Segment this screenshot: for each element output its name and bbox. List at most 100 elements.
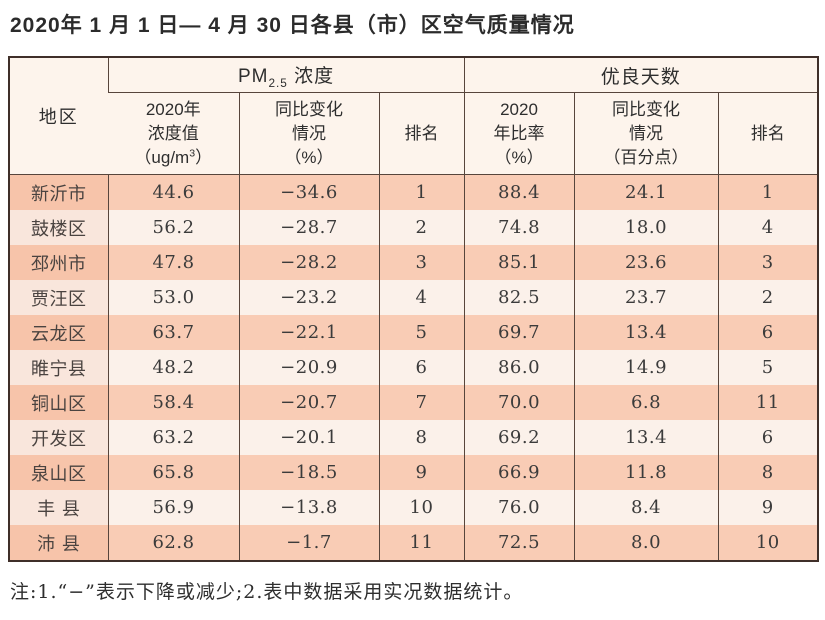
sub-header-row: 2020年 浓度值 （ug/m3） 同比变化 情况 （%） 排名 2020 年比… — [9, 92, 819, 176]
pm-change-cell: −23.2 — [238, 280, 379, 316]
good-rate-cell: 69.7 — [463, 315, 575, 351]
good-change-cell: 23.7 — [573, 280, 719, 316]
pm-value-cell: 65.8 — [107, 455, 239, 491]
col-header-pm-value: 2020年 浓度值 （ug/m3） — [108, 92, 239, 176]
region-cell: 贾汪区 — [9, 280, 108, 316]
table-row: 铜山区 58.4 −20.7 7 70.0 6.8 11 — [9, 385, 819, 421]
pm-change-cell: −22.1 — [238, 315, 379, 351]
good-change-cell: 13.4 — [573, 420, 719, 456]
region-cell: 泉山区 — [9, 455, 108, 491]
good-rate-cell: 70.0 — [463, 385, 575, 421]
good-change-cell: 8.0 — [573, 525, 719, 562]
pm-value-unit-post: ） — [195, 147, 213, 167]
table-header: 地区 PM2.5 浓度 优良天数 2020年 浓度值 （ug/m3） 同比变化 … — [9, 57, 819, 176]
footnote: 注:1.“−”表示下降或减少;2.表中数据采用实况数据统计。 — [10, 581, 524, 604]
region-cell: 睢宁县 — [9, 350, 108, 386]
good-rate-cell: 69.2 — [463, 420, 575, 456]
pm-value-unit-superscript: 3 — [189, 147, 196, 160]
pm-change-header-unit: （%） — [284, 147, 334, 167]
table-row: 邳州市 47.8 −28.2 3 85.1 23.6 3 — [9, 245, 819, 281]
good-change-header-unit: （百分点） — [603, 147, 689, 167]
pm-rank-cell: 3 — [378, 245, 465, 281]
region-cell: 新沂市 — [9, 174, 108, 211]
col-group-good-days: 优良天数 — [463, 57, 819, 94]
good-change-cell: 6.8 — [573, 385, 719, 421]
col-header-region: 地区 — [9, 57, 108, 176]
pm-change-cell: −13.8 — [238, 490, 379, 526]
col-header-good-rank: 排名 — [717, 92, 819, 176]
pm-value-cell: 58.4 — [107, 385, 239, 421]
good-rate-cell: 85.1 — [463, 245, 575, 281]
table-row: 贾汪区 53.0 −23.2 4 82.5 23.7 2 — [9, 280, 819, 316]
pm-change-cell: −28.2 — [238, 245, 379, 281]
good-rank-cell: 6 — [717, 315, 819, 351]
region-cell: 云龙区 — [9, 315, 108, 351]
good-rank-cell: 9 — [717, 490, 819, 526]
pm-change-cell: −28.7 — [238, 210, 379, 246]
good-rank-cell: 2 — [717, 280, 819, 316]
good-rank-cell: 11 — [717, 385, 819, 421]
pm-value-cell: 53.0 — [107, 280, 239, 316]
table-row: 丰 县 56.9 −13.8 10 76.0 8.4 9 — [9, 490, 819, 526]
good-rate-cell: 82.5 — [463, 280, 575, 316]
pm-rank-cell: 9 — [378, 455, 465, 491]
table-row: 云龙区 63.7 −22.1 5 69.7 13.4 6 — [9, 315, 819, 351]
good-rate-header-unit: （%） — [494, 147, 544, 167]
pm-change-cell: −34.6 — [238, 174, 379, 211]
pm-change-cell: −1.7 — [238, 525, 379, 562]
pm-rank-cell: 5 — [378, 315, 465, 351]
pm-value-header-unit: （ug/m3） — [108, 146, 239, 170]
good-change-cell: 13.4 — [573, 315, 719, 351]
pm-rank-cell: 10 — [378, 490, 465, 526]
table-row: 开发区 63.2 −20.1 8 69.2 13.4 6 — [9, 420, 819, 456]
pm-value-header-line2: 浓度值 — [147, 123, 199, 143]
pm-value-cell: 63.7 — [107, 315, 239, 351]
pm-rank-cell: 7 — [378, 385, 465, 421]
good-rate-header-line1: 2020 — [500, 100, 538, 120]
region-cell: 铜山区 — [9, 385, 108, 421]
region-cell: 邳州市 — [9, 245, 108, 281]
good-rate-cell: 74.8 — [463, 210, 575, 246]
good-rank-cell: 8 — [717, 455, 819, 491]
good-change-header-line2: 情况 — [629, 123, 664, 143]
col-header-good-rate: 2020 年比率 （%） — [463, 92, 575, 176]
pm-value-cell: 44.6 — [107, 174, 239, 211]
region-cell: 开发区 — [9, 420, 108, 456]
col-header-pm-change: 同比变化 情况 （%） — [238, 92, 379, 176]
table-row: 鼓楼区 56.2 −28.7 2 74.8 18.0 4 — [9, 210, 819, 246]
col-group-pm25: PM2.5 浓度 — [107, 57, 465, 94]
pm-change-cell: −20.1 — [238, 420, 379, 456]
table-row: 泉山区 65.8 −18.5 9 66.9 11.8 8 — [9, 455, 819, 491]
air-quality-table: 地区 PM2.5 浓度 优良天数 2020年 浓度值 （ug/m3） 同比变化 … — [8, 56, 820, 563]
pm25-label-post: 浓度 — [287, 65, 335, 87]
pm-value-cell: 48.2 — [107, 350, 239, 386]
group-header-row: 地区 PM2.5 浓度 优良天数 — [9, 57, 819, 176]
table-body: 新沂市 44.6 −34.6 1 88.4 24.1 1 鼓楼区 56.2 −28.7 2 74.8 1… — [9, 174, 819, 562]
pm25-label-pre: PM — [237, 65, 269, 87]
region-cell: 丰 县 — [9, 490, 108, 526]
pm-rank-cell: 6 — [378, 350, 465, 386]
col-header-good-change: 同比变化 情况 （百分点） — [573, 92, 719, 176]
pm25-label-subscript: 2.5 — [268, 76, 288, 90]
table-row: 沛 县 62.8 −1.7 11 72.5 8.0 10 — [9, 525, 819, 562]
good-rank-cell: 4 — [717, 210, 819, 246]
pm-value-cell: 56.2 — [107, 210, 239, 246]
good-change-cell: 11.8 — [573, 455, 719, 491]
good-rate-cell: 76.0 — [463, 490, 575, 526]
pm-change-header-line1: 同比变化 — [275, 100, 343, 120]
good-rank-cell: 3 — [717, 245, 819, 281]
good-change-cell: 8.4 — [573, 490, 719, 526]
good-change-cell: 24.1 — [573, 174, 719, 211]
pm-rank-cell: 4 — [378, 280, 465, 316]
pm-change-cell: −20.7 — [238, 385, 379, 421]
pm-value-header-line1: 2020年 — [145, 100, 201, 120]
good-change-cell: 23.6 — [573, 245, 719, 281]
good-rate-header-line2: 年比率 — [493, 123, 545, 143]
pm-change-cell: −18.5 — [238, 455, 379, 491]
page-title: 2020年 1 月 1 日— 4 月 30 日各县（市）区空气质量情况 — [10, 14, 575, 37]
pm-change-cell: −20.9 — [238, 350, 379, 386]
pm-value-unit-pre: （ug/m — [134, 147, 190, 167]
region-cell: 沛 县 — [9, 525, 108, 562]
good-rank-cell: 6 — [717, 420, 819, 456]
